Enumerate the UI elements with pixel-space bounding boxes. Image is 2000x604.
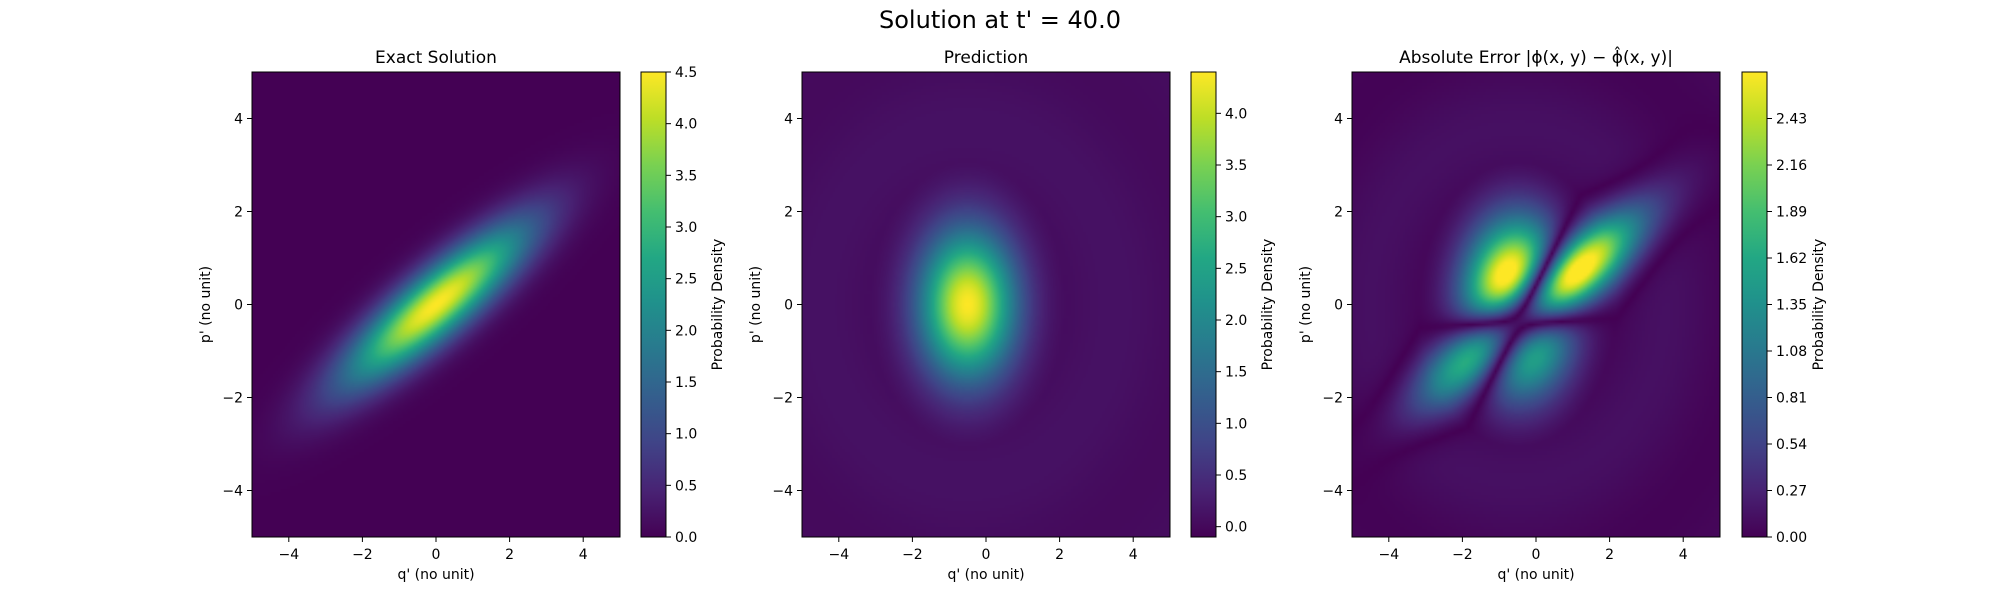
colorbar-tick-label: 0.5 xyxy=(1225,468,1247,484)
colorbar-tick-label: 1.35 xyxy=(1776,298,1807,314)
x-tick-label: −2 xyxy=(1452,547,1473,563)
colorbar-tick-label: 2.0 xyxy=(1225,313,1247,329)
y-tick-label: 0 xyxy=(1334,298,1343,314)
colorbar-gradient xyxy=(641,72,666,537)
y-axis-label: p' (no unit) xyxy=(198,266,214,343)
colorbar-tick-label: 1.62 xyxy=(1776,251,1807,267)
y-tick-label: −4 xyxy=(1322,484,1343,500)
colorbar-tick-label: 2.43 xyxy=(1776,112,1807,128)
colorbar: 0.0 0.5 1.0 1.5 2.0 2.5 3.0 3.5 4.0 Probability D… xyxy=(1190,71,1276,538)
y-tick-label: 0 xyxy=(234,298,243,314)
x-tick-label: 0 xyxy=(1532,547,1541,563)
x-tick-label: 0 xyxy=(432,547,441,563)
colorbar-tick-label: 3.5 xyxy=(675,168,697,184)
colorbar-label: Probability Density xyxy=(710,239,726,371)
colorbar-tick-label: 1.5 xyxy=(675,375,697,391)
heatmap-image xyxy=(252,72,620,537)
colorbar-tick-label: 1.89 xyxy=(1776,205,1807,221)
y-tick-label: 2 xyxy=(234,205,243,221)
x-tick-label: 4 xyxy=(1129,547,1138,563)
colorbar-tick-label: 2.5 xyxy=(675,272,697,288)
colorbar-gradient xyxy=(1191,72,1216,537)
colorbar: 0.0 0.5 1.0 1.5 2.0 2.5 3.0 3.5 4.0 4.5 Probabilit… xyxy=(640,65,726,546)
colorbar-label: Probability Density xyxy=(1260,239,1276,371)
panel-1: Exact Solution −4 −2 0 2 4 −4 −2 0 2 4 q' (no unit)… xyxy=(198,48,726,583)
x-axis-label: q' (no unit) xyxy=(947,567,1024,583)
colorbar: 0.00 0.27 0.54 0.81 1.08 1.35 1.62 1.89 2.16 2.43… xyxy=(1741,71,1827,546)
colorbar-tick-label: 0.00 xyxy=(1776,530,1807,546)
panel-title: Prediction xyxy=(944,48,1028,68)
colorbar-tick-label: 4.5 xyxy=(675,65,697,81)
x-tick-label: 2 xyxy=(1055,547,1064,563)
colorbar-tick-label: 1.5 xyxy=(1225,365,1247,381)
colorbar-tick-label: 3.0 xyxy=(675,220,697,236)
y-tick-label: 4 xyxy=(234,112,243,128)
colorbar-label: Probability Density xyxy=(1811,239,1827,371)
y-tick-label: 4 xyxy=(1334,112,1343,128)
panel-title: Exact Solution xyxy=(375,48,497,68)
colorbar-tick-label: 2.16 xyxy=(1776,158,1807,174)
colorbar-tick-label: 4.0 xyxy=(675,117,697,133)
colorbar-tick-label: 3.0 xyxy=(1225,210,1247,226)
heatmap-image xyxy=(1352,72,1720,537)
y-tick-label: −2 xyxy=(222,391,243,407)
y-tick-label: −4 xyxy=(772,484,793,500)
colorbar-tick-label: 1.0 xyxy=(1225,416,1247,432)
figure-suptitle: Solution at t' = 40.0 xyxy=(879,6,1121,34)
colorbar-tick-label: 1.08 xyxy=(1776,344,1807,360)
colorbar-tick-label: 3.5 xyxy=(1225,158,1247,174)
colorbar-tick-label: 0.81 xyxy=(1776,391,1807,407)
x-tick-label: −2 xyxy=(902,547,923,563)
heatmap-image xyxy=(802,72,1170,537)
x-tick-label: −4 xyxy=(1378,547,1399,563)
colorbar-frame xyxy=(640,71,667,538)
y-tick-label: −2 xyxy=(1322,391,1343,407)
colorbar-tick-label: 0.0 xyxy=(1225,520,1247,536)
x-tick-label: 2 xyxy=(1605,547,1614,563)
y-tick-label: 0 xyxy=(784,298,793,314)
colorbar-frame xyxy=(1190,71,1217,538)
colorbar-tick-label: 0.54 xyxy=(1776,437,1807,453)
x-axis-label: q' (no unit) xyxy=(397,567,474,583)
y-tick-label: 2 xyxy=(1334,205,1343,221)
panel-2: Prediction −4 −2 0 2 4 −4 −2 0 2 4 q' (no unit) p' (… xyxy=(748,48,1276,583)
colorbar-tick-label: 0.27 xyxy=(1776,484,1807,500)
y-axis-label: p' (no unit) xyxy=(1298,266,1314,343)
colorbar-tick-label: 0.0 xyxy=(675,530,697,546)
colorbar-tick-label: 1.0 xyxy=(675,427,697,443)
colorbar-tick-label: 4.0 xyxy=(1225,106,1247,122)
colorbar-tick-label: 2.0 xyxy=(675,323,697,339)
x-tick-label: −4 xyxy=(278,547,299,563)
x-tick-label: 4 xyxy=(579,547,588,563)
y-tick-label: 2 xyxy=(784,205,793,221)
x-tick-label: 4 xyxy=(1679,547,1688,563)
x-tick-label: 0 xyxy=(982,547,991,563)
x-tick-label: 2 xyxy=(505,547,514,563)
y-axis-label: p' (no unit) xyxy=(748,266,764,343)
panel-title: Absolute Error |ϕ(x, y) − ϕ̂(x, y)| xyxy=(1399,45,1673,68)
x-axis-label: q' (no unit) xyxy=(1497,567,1574,583)
y-tick-label: −2 xyxy=(772,391,793,407)
y-tick-label: −4 xyxy=(222,484,243,500)
x-tick-label: −4 xyxy=(828,547,849,563)
colorbar-tick-label: 2.5 xyxy=(1225,261,1247,277)
panel-3: Absolute Error |ϕ(x, y) − ϕ̂(x, y)| −4 −2 0… xyxy=(1298,45,1827,583)
colorbar-gradient xyxy=(1742,72,1767,537)
y-tick-label: 4 xyxy=(784,112,793,128)
x-tick-label: −2 xyxy=(352,547,373,563)
colorbar-tick-label: 0.5 xyxy=(675,478,697,494)
